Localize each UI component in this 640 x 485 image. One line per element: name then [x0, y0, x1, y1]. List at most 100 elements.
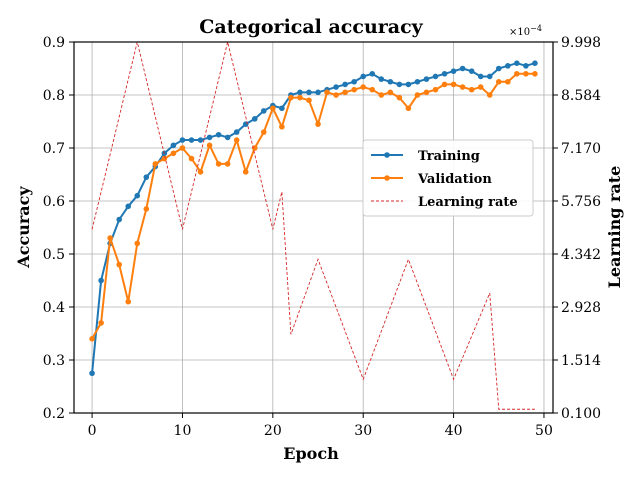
validation-point: [143, 206, 150, 212]
y-tick-label: 0.5: [43, 247, 65, 263]
validation-point: [360, 84, 367, 90]
y2-tick-label: 9.998: [561, 35, 601, 51]
validation-point: [98, 320, 104, 326]
validation-point: [116, 261, 122, 268]
training-point: [495, 65, 502, 72]
training-point: [306, 89, 312, 96]
training-point: [414, 78, 421, 85]
training-point: [224, 134, 231, 141]
training-point: [423, 76, 430, 82]
legend-training-marker: [384, 152, 390, 158]
series-layer: [89, 41, 538, 410]
x-tick-label: 30: [354, 423, 372, 439]
chart-title: Categorical accuracy: [199, 16, 423, 38]
validation-point: [188, 155, 195, 162]
validation-point: [89, 336, 95, 342]
y-tick-label: 0.8: [43, 88, 65, 104]
training-point: [116, 216, 122, 223]
training-point: [125, 203, 132, 210]
validation-point: [450, 81, 457, 88]
validation-point: [387, 89, 394, 96]
validation-point: [170, 150, 177, 157]
y2-tick-label: 4.342: [561, 247, 601, 263]
x-tick-label: 10: [174, 423, 192, 439]
y2-tick-label: 7.170: [561, 141, 601, 157]
grid-lines: [74, 41, 553, 414]
training-point: [233, 129, 240, 135]
y-tick-label: 0.7: [43, 141, 65, 157]
validation-point: [432, 86, 439, 93]
training-point: [170, 142, 177, 149]
validation-point: [532, 71, 538, 77]
legend-training-label: Training: [418, 149, 480, 164]
validation-point: [315, 121, 321, 127]
training-point: [197, 137, 204, 143]
validation-point: [369, 86, 376, 93]
training-point: [297, 89, 303, 96]
y-tick-label: 0.9: [43, 35, 65, 51]
y-tick-label: 0.3: [43, 353, 65, 369]
training-point: [279, 105, 285, 112]
tick-layer: 0 10 20 30 40 50 0.2 0.3 0.4 0.5 0.6 0.7 0.8 0.9 0.100…: [43, 35, 601, 439]
training-point: [459, 65, 466, 72]
training-point: [378, 76, 385, 82]
training-point: [468, 68, 475, 74]
validation-point: [260, 129, 267, 135]
validation-point: [486, 92, 493, 98]
validation-point: [306, 97, 312, 104]
validation-point: [459, 84, 466, 90]
training-point: [523, 63, 529, 69]
validation-point: [161, 155, 168, 162]
y2-exponent-base: ×10: [509, 27, 530, 38]
legend-validation-label: Validation: [417, 172, 492, 187]
training-point: [206, 134, 213, 141]
training-point: [505, 63, 511, 69]
training-point: [514, 60, 520, 66]
validation-point: [224, 161, 231, 167]
validation-point: [288, 94, 294, 101]
validation-point: [441, 81, 448, 88]
validation-point: [251, 145, 258, 151]
validation-point: [270, 105, 276, 112]
training-point: [333, 84, 339, 90]
plot-frame: [73, 41, 554, 414]
validation-point: [215, 161, 222, 167]
training-point: [251, 116, 258, 122]
y2-tick-label: 8.584: [561, 88, 601, 104]
y2-tick-label: 5.756: [561, 194, 601, 210]
validation-point: [197, 169, 204, 175]
validation-point: [152, 161, 159, 167]
training-point: [143, 174, 150, 180]
training-point: [432, 73, 439, 80]
x-tick-label: 20: [264, 423, 282, 439]
y2-exponent-power: −4: [530, 24, 542, 33]
learning-rate-line: [91, 41, 535, 410]
training-point: [89, 370, 95, 377]
validation-point: [405, 105, 412, 112]
legend: Training Validation Learning rate: [362, 139, 534, 217]
validation-point: [477, 84, 484, 90]
y2-tick-label: 1.514: [561, 353, 601, 369]
training-point: [134, 192, 141, 199]
validation-point: [505, 78, 511, 85]
validation-point: [351, 86, 357, 93]
training-point: [315, 89, 321, 96]
validation-point: [125, 298, 132, 305]
training-point: [450, 68, 457, 74]
validation-point: [342, 89, 348, 96]
validation-point: [324, 89, 330, 96]
training-point: [179, 137, 186, 143]
validation-point: [495, 78, 502, 85]
training-point: [369, 71, 376, 77]
validation-point: [423, 89, 430, 96]
training-point: [260, 108, 267, 114]
validation-point: [134, 240, 141, 247]
y-tick-label: 0.2: [43, 406, 65, 422]
training-point: [486, 73, 493, 80]
validation-point: [333, 92, 339, 98]
legend-learning-rate-label: Learning rate: [418, 195, 518, 210]
validation-point: [107, 235, 113, 241]
validation-point: [414, 92, 421, 98]
